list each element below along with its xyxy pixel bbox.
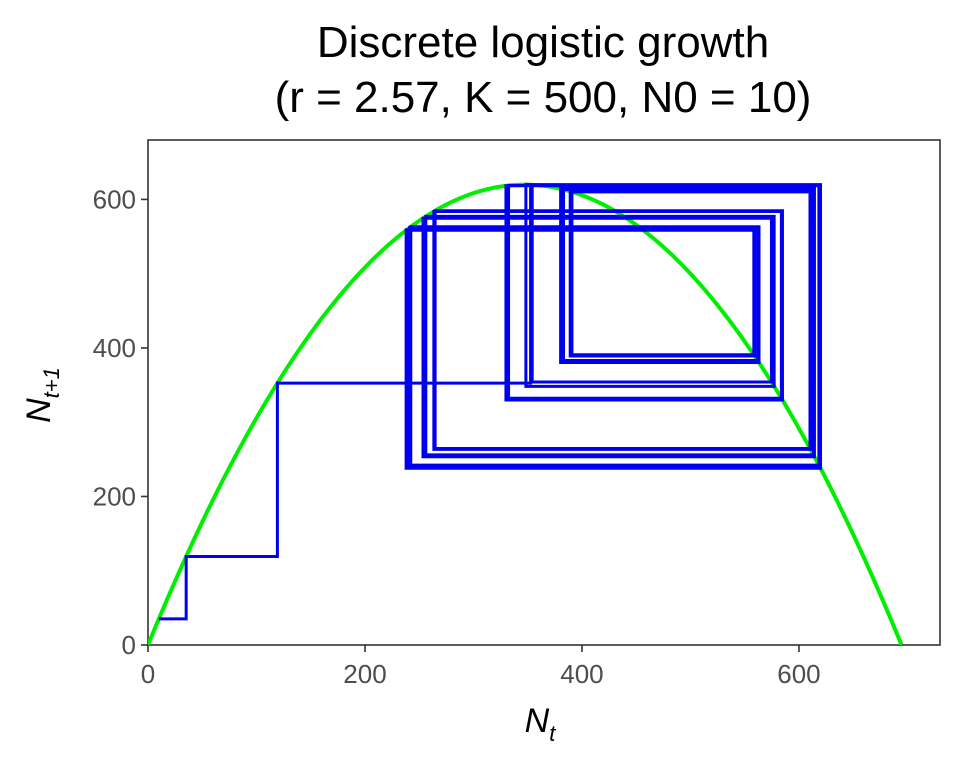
y-tick-label: 400	[93, 333, 136, 363]
plot-panel	[147, 139, 941, 646]
y-tick-label: 0	[122, 630, 136, 660]
x-axis-label-main: N	[525, 702, 550, 740]
y-tick-label: 600	[93, 184, 136, 214]
y-tick-label: 200	[93, 481, 136, 511]
chart-subtitle: (r = 2.57, K = 500, N0 = 10)	[275, 73, 812, 122]
cobweb-trajectory	[158, 183, 823, 621]
plot-layer	[148, 182, 904, 645]
y-axis-label-subscript: t+1	[39, 367, 64, 398]
x-tick-label: 600	[777, 659, 820, 689]
x-tick-label: 200	[343, 659, 386, 689]
x-tick-label: 0	[141, 659, 155, 689]
x-axis-label: Nt	[525, 702, 557, 746]
y-axis-label: Nt+1	[20, 367, 64, 423]
x-tick-label: 400	[560, 659, 603, 689]
y-axis-ticks: 0 200 400 600	[93, 184, 148, 660]
y-axis-label-main: N	[20, 398, 58, 423]
chart-title: Discrete logistic growth	[317, 18, 769, 67]
x-axis-ticks: 0 200 400 600	[141, 645, 821, 689]
x-axis-label-subscript: t	[549, 721, 556, 746]
